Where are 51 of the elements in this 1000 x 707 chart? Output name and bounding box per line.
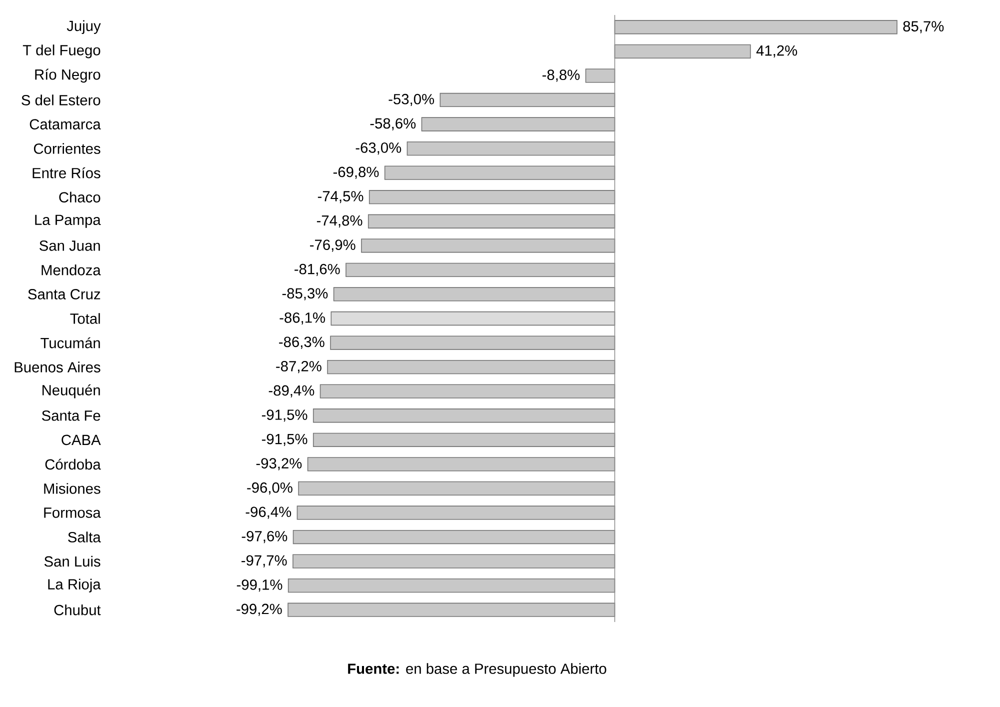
y-tick-label: Santa Cruz (28, 289, 100, 300)
y-tick-label: S del Estero (22, 94, 100, 106)
y-tick-label: Jujuy (66, 20, 101, 34)
data-label: -97,7% (242, 555, 287, 568)
data-label: 41,2% (756, 45, 798, 58)
y-tick-label: CABA (62, 434, 101, 446)
y-tick-label: Misiones (44, 483, 100, 494)
y-tick-label: Total (70, 313, 100, 324)
data-label: -85,3% (282, 288, 328, 300)
y-tick-label: Chubut (54, 604, 101, 616)
y-tick-label: Entre Ríos (32, 167, 100, 178)
y-tick-label: Córdoba (45, 458, 101, 470)
y-tick-label: Formosa (44, 508, 101, 518)
y-tick-label: Chaco (59, 192, 100, 202)
y-tick-label: Corrientes (34, 143, 100, 154)
data-label: -91,5% (262, 434, 308, 446)
y-tick-label: Mendoza (42, 264, 101, 276)
data-label: -74,5% (318, 191, 364, 204)
y-tick-label: San Luis (44, 556, 100, 567)
data-label: -87,2% (276, 361, 322, 374)
data-label: -69,8% (333, 166, 379, 179)
data-label: -93,2% (256, 458, 302, 470)
data-label: -8,8% (542, 70, 580, 82)
data-label: -89,4% (268, 385, 314, 398)
y-tick-label: Catamarca (30, 119, 101, 130)
data-label: -99,1% (236, 580, 282, 592)
data-label: -91,5% (262, 410, 308, 422)
text: Fuente: en base a Presupuesto Abierto (348, 663, 606, 677)
y-tick-label: Río Negro (35, 68, 100, 83)
data-label: 85,7% (903, 21, 944, 34)
y-tick-label: Salta (68, 532, 101, 542)
data-label: -86,3% (279, 336, 324, 349)
data-label: -96,0% (247, 482, 292, 495)
data-label: -97,6% (242, 530, 288, 544)
data-label: -81,6% (294, 264, 340, 276)
y-tick-label: La Pampa (35, 214, 101, 228)
data-label: -74,8% (316, 215, 362, 228)
y-tick-label: Buenos Aires (14, 362, 100, 372)
data-label: -63,0% (356, 142, 402, 155)
y-tick-label: T del Fuego (22, 44, 100, 58)
y-tick-label: La Rioja (48, 578, 101, 592)
data-label: -96,4% (246, 506, 292, 519)
data-label: -58,6% (370, 118, 416, 130)
data-label: -99,2% (236, 604, 282, 616)
y-tick-label: Tucumán (40, 337, 100, 348)
data-label: -86,1% (280, 312, 326, 325)
data-label: -53,0% (388, 94, 434, 106)
y-tick-label: Neuquén (42, 384, 100, 398)
y-tick-label: Santa Fe (42, 410, 100, 421)
y-tick-label: San Juan (40, 240, 100, 251)
data-label: -76,9% (310, 240, 356, 252)
